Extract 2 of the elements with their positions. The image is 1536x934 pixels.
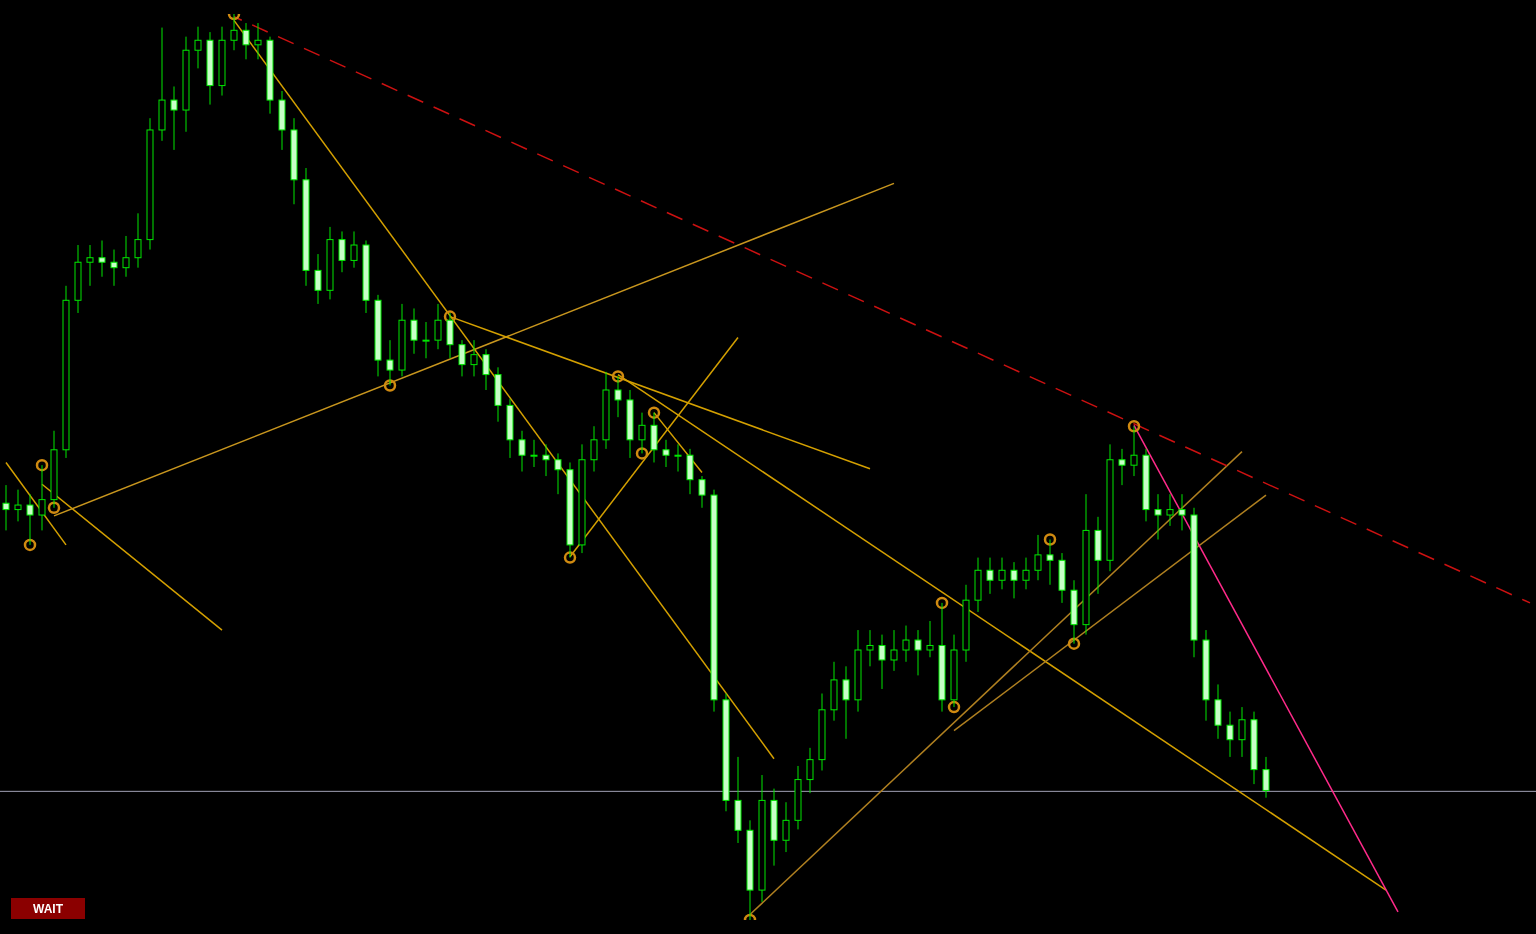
annotation: WAIT [33,901,63,916]
button: WAIT [11,898,85,919]
